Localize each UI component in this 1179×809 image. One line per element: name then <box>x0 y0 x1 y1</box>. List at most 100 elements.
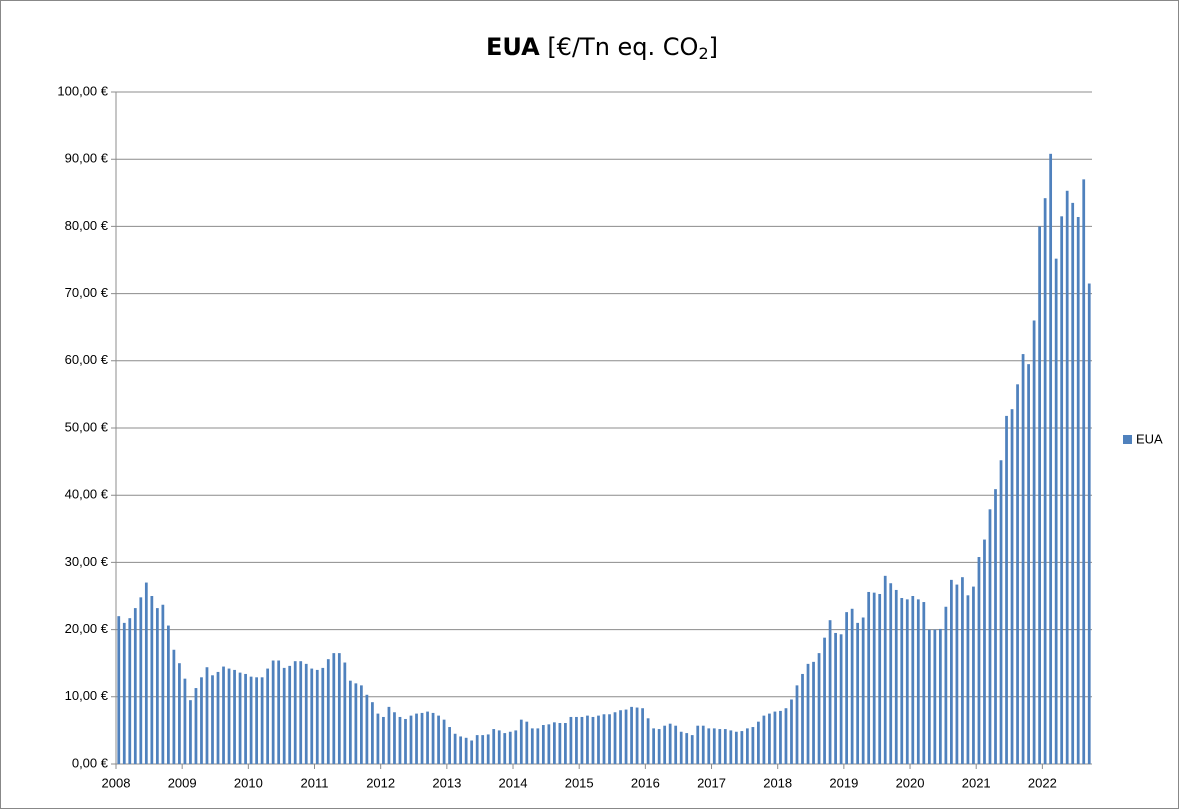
bar <box>955 584 959 764</box>
bar <box>916 599 920 764</box>
bar <box>867 591 871 764</box>
bar <box>784 708 788 764</box>
bar <box>790 699 793 764</box>
bar <box>801 673 804 764</box>
bar <box>751 727 755 764</box>
bar <box>812 661 815 764</box>
bar <box>348 680 352 764</box>
bar <box>486 734 490 764</box>
y-tick-label: 40,00 € <box>65 487 109 502</box>
x-tick-label: 2019 <box>829 775 858 790</box>
x-tick-label: 2014 <box>499 775 528 790</box>
bar <box>332 653 336 764</box>
bar <box>387 706 391 764</box>
x-tick-label: 2015 <box>565 775 594 790</box>
bar <box>227 668 231 764</box>
bar <box>277 660 281 764</box>
bar <box>172 649 176 764</box>
bar <box>894 589 898 764</box>
bar <box>608 714 611 764</box>
bar <box>503 733 507 764</box>
bar <box>696 725 700 764</box>
bar <box>762 715 766 764</box>
bar <box>376 713 380 764</box>
bar <box>950 579 953 764</box>
bar <box>326 659 330 764</box>
bar <box>189 700 192 764</box>
bar <box>547 724 551 764</box>
bar <box>773 711 777 764</box>
bar <box>850 608 854 764</box>
bar <box>178 663 181 764</box>
bar <box>580 716 584 764</box>
bar <box>1032 320 1036 764</box>
bar <box>679 731 683 764</box>
bar <box>624 709 628 764</box>
bar <box>244 673 247 764</box>
y-tick-label: 10,00 € <box>65 688 109 703</box>
chart-title: EUA [€/Tn eq. CO2] <box>486 33 718 63</box>
bar <box>834 632 837 764</box>
bar <box>536 728 540 764</box>
bar <box>530 728 534 764</box>
bar <box>150 596 154 764</box>
bar <box>977 557 981 764</box>
bar <box>817 653 821 764</box>
bar <box>999 460 1003 764</box>
y-tick-label: 0,00 € <box>72 755 109 770</box>
bar <box>1027 364 1030 764</box>
bar <box>155 608 159 764</box>
bar <box>630 706 633 764</box>
bar <box>619 710 622 764</box>
x-tick-label: 2008 <box>102 775 131 790</box>
bar <box>117 616 121 764</box>
legend-swatch <box>1123 435 1132 444</box>
bar <box>1060 216 1064 764</box>
bar <box>779 710 782 764</box>
bar <box>475 735 479 764</box>
bar <box>845 612 848 764</box>
bar <box>211 675 214 764</box>
bar <box>652 728 656 764</box>
bar <box>729 730 733 764</box>
bar <box>911 596 915 764</box>
x-tick-label: 2021 <box>962 775 991 790</box>
y-tick-label: 90,00 € <box>65 151 109 166</box>
bar <box>823 637 826 764</box>
bar <box>1087 283 1091 764</box>
bar <box>872 592 876 764</box>
bar <box>122 622 126 764</box>
bar <box>393 712 396 764</box>
bar <box>1049 153 1053 765</box>
bar <box>310 668 314 764</box>
y-tick-label: 60,00 € <box>65 352 109 367</box>
bar <box>757 721 760 764</box>
bar <box>663 725 667 764</box>
bar <box>586 715 589 764</box>
y-tick-label: 80,00 € <box>65 218 109 233</box>
bar <box>470 740 474 764</box>
bar <box>994 489 997 764</box>
bar <box>597 715 600 764</box>
x-tick-label: 2016 <box>631 775 660 790</box>
bar <box>249 676 253 764</box>
title-part: ] <box>709 33 718 61</box>
bar <box>1043 198 1047 764</box>
bar <box>365 694 369 764</box>
bar <box>889 583 893 764</box>
bar <box>464 737 468 764</box>
bar <box>701 725 705 764</box>
bar <box>674 725 678 764</box>
bar <box>442 719 446 764</box>
y-tick-label: 70,00 € <box>65 285 109 300</box>
bar <box>1038 226 1041 764</box>
bar <box>657 729 661 764</box>
bar <box>1016 384 1019 764</box>
x-tick-label: 2018 <box>763 775 792 790</box>
bar <box>519 719 523 764</box>
bar <box>315 669 319 764</box>
bar <box>448 727 451 764</box>
bar <box>222 666 225 764</box>
title-part: [€/Tn eq. CO <box>540 33 699 61</box>
